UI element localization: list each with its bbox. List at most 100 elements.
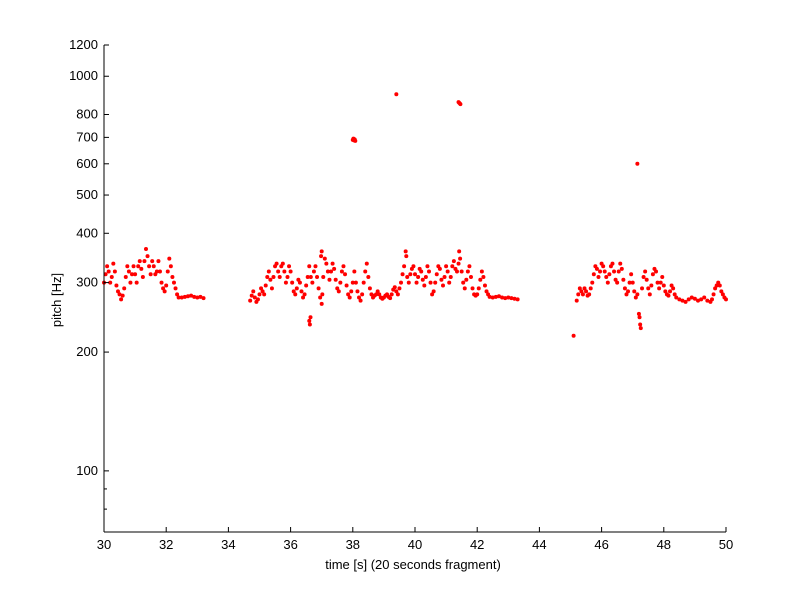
- data-point: [269, 286, 274, 291]
- data-point: [142, 259, 147, 264]
- y-tick-label: 200: [76, 344, 98, 359]
- data-point: [170, 274, 175, 279]
- data-point: [624, 292, 629, 297]
- data-point: [669, 283, 674, 288]
- data-point: [702, 295, 707, 300]
- data-point: [638, 326, 643, 331]
- data-point: [397, 286, 402, 291]
- data-point: [402, 264, 407, 269]
- data-point: [251, 289, 256, 294]
- data-point: [136, 264, 141, 269]
- data-point: [129, 272, 134, 277]
- data-point: [579, 289, 584, 294]
- data-point: [672, 292, 677, 297]
- data-point: [419, 269, 424, 274]
- data-point: [291, 289, 296, 294]
- data-point: [686, 297, 691, 302]
- data-point: [515, 297, 520, 302]
- data-point: [658, 280, 663, 285]
- data-point: [319, 301, 324, 306]
- data-point: [413, 272, 417, 277]
- y-tick-label: 600: [76, 156, 98, 171]
- data-point: [364, 261, 369, 266]
- data-point: [601, 264, 606, 269]
- data-point: [475, 292, 480, 297]
- data-point: [143, 246, 148, 251]
- data-point: [161, 286, 166, 291]
- data-point: [616, 269, 621, 274]
- data-point: [454, 269, 459, 274]
- data-point: [315, 274, 320, 279]
- data-point: [277, 274, 282, 279]
- data-point: [478, 277, 483, 282]
- data-point: [640, 286, 645, 291]
- y-tick-label: 800: [76, 106, 98, 121]
- data-point: [426, 269, 431, 274]
- data-point: [195, 295, 200, 300]
- data-point: [137, 259, 142, 264]
- data-point: [366, 274, 371, 279]
- data-point: [646, 286, 651, 291]
- data-point: [717, 283, 722, 288]
- data-point: [131, 264, 136, 269]
- data-point: [336, 289, 341, 294]
- data-point: [301, 295, 306, 300]
- data-point: [496, 294, 501, 299]
- data-point: [374, 292, 379, 297]
- data-point: [157, 269, 162, 274]
- data-point: [363, 269, 368, 274]
- data-point: [487, 294, 492, 299]
- data-point: [431, 289, 436, 294]
- data-point: [276, 269, 281, 274]
- data-point: [461, 280, 466, 285]
- data-point: [324, 261, 329, 266]
- data-point: [719, 289, 724, 294]
- data-point: [344, 283, 349, 288]
- data-point: [274, 261, 279, 266]
- data-point: [265, 274, 270, 279]
- data-point: [445, 269, 450, 274]
- data-point: [283, 280, 288, 285]
- data-point: [308, 274, 313, 279]
- data-point: [458, 256, 463, 261]
- x-tick-label: 50: [719, 537, 733, 552]
- data-point: [321, 274, 326, 279]
- data-point: [175, 292, 180, 297]
- data-point: [182, 294, 187, 299]
- data-point: [151, 264, 156, 269]
- y-axis-label: pitch [Hz]: [49, 273, 64, 327]
- data-point: [307, 264, 312, 269]
- data-point: [411, 264, 416, 269]
- data-point: [590, 280, 595, 285]
- data-point: [699, 297, 704, 302]
- data-point: [444, 264, 449, 269]
- data-point: [319, 249, 324, 254]
- data-point: [308, 315, 313, 320]
- data-point: [305, 274, 310, 279]
- data-point: [123, 274, 128, 279]
- data-point: [503, 296, 508, 301]
- data-points: [102, 92, 728, 338]
- data-point: [266, 269, 271, 274]
- data-point: [271, 274, 276, 279]
- data-point: [493, 294, 498, 299]
- data-point: [106, 269, 111, 274]
- data-point: [440, 283, 445, 288]
- data-point: [627, 280, 632, 285]
- data-point: [133, 272, 138, 277]
- data-point: [105, 264, 110, 269]
- data-point: [604, 274, 609, 279]
- data-point: [476, 286, 481, 291]
- data-point: [607, 272, 612, 277]
- data-point: [248, 298, 253, 303]
- data-point: [654, 269, 659, 274]
- data-point: [671, 286, 676, 291]
- data-point: [288, 269, 293, 274]
- y-tick-label: 400: [76, 225, 98, 240]
- x-tick-label: 40: [408, 537, 422, 552]
- data-point: [635, 292, 640, 297]
- data-point: [304, 283, 309, 288]
- data-point: [615, 280, 620, 285]
- data-point: [339, 269, 344, 274]
